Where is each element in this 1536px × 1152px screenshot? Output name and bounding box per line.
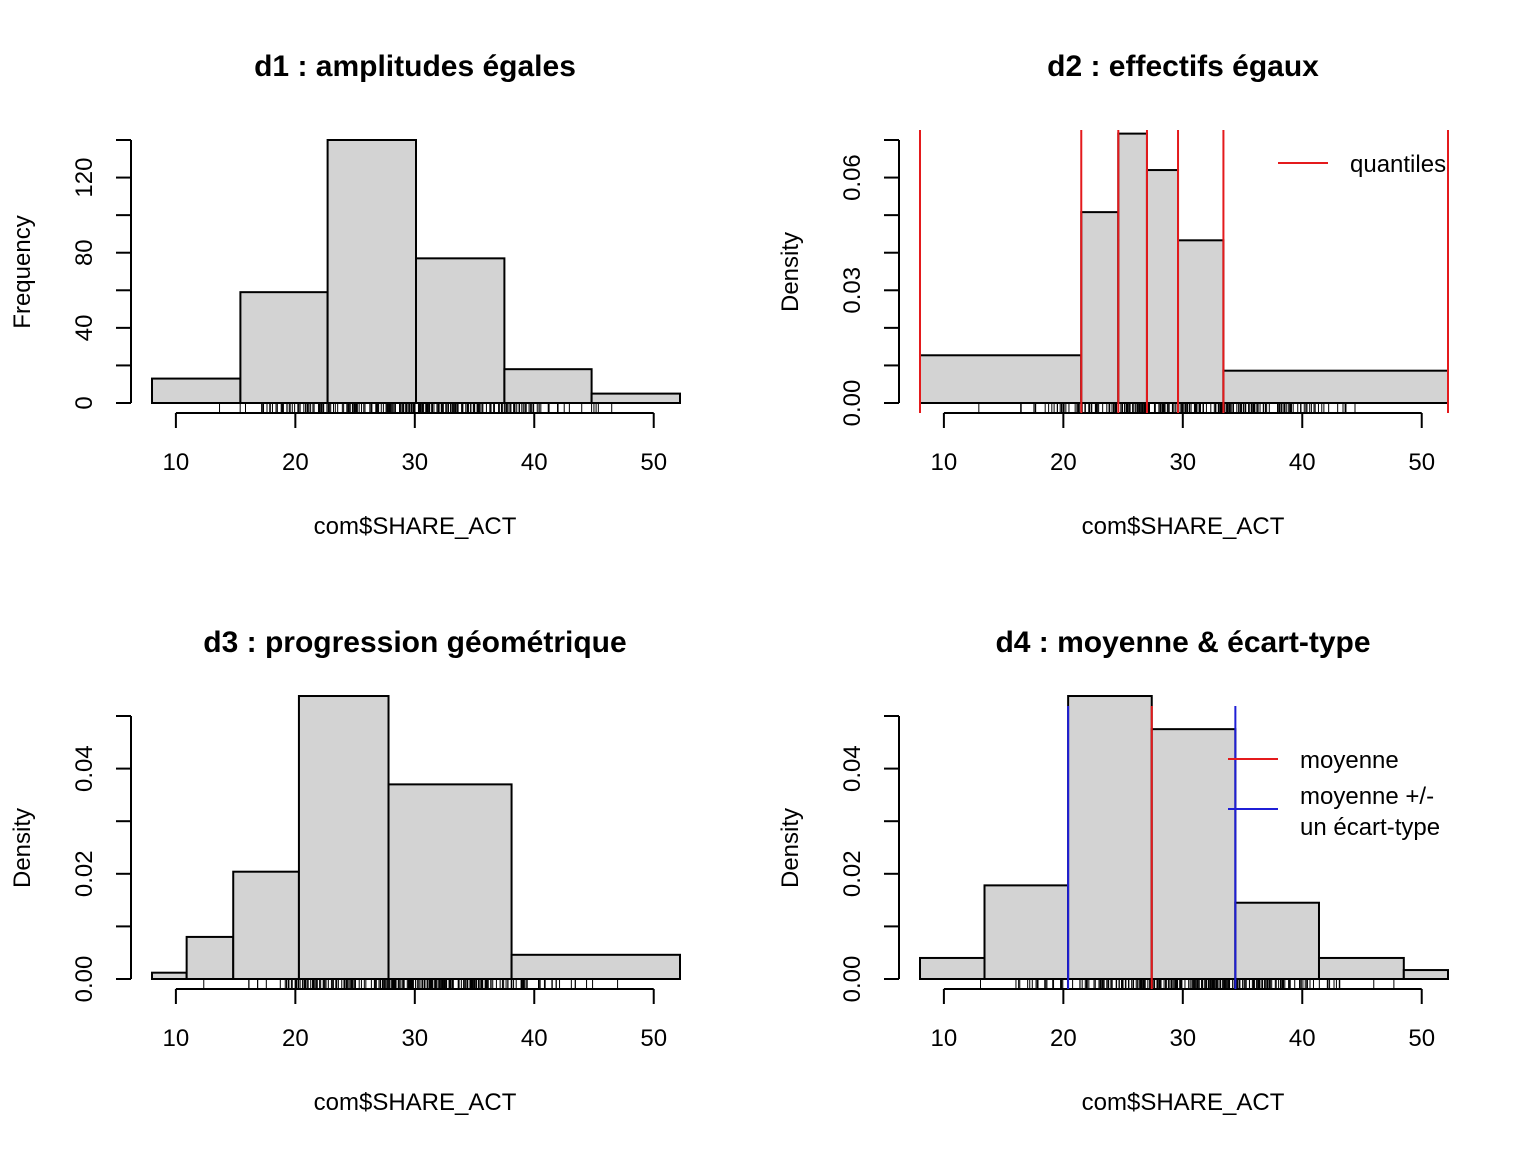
x-tick-label: 20 bbox=[1050, 1025, 1077, 1052]
chart-panel-d1: d1 : amplitudes égales 10 20 30 40 50 com$SHAR… bbox=[9, 50, 681, 540]
histogram-bar bbox=[297, 695, 390, 981]
histogram-bar bbox=[387, 783, 513, 980]
histogram-bar bbox=[1145, 169, 1180, 404]
x-tick-label: 50 bbox=[1408, 449, 1435, 476]
chart-panel-d2: d2 : effectifs égaux 10 20 30 40 50 com$SHARE_… bbox=[777, 50, 1449, 540]
histogram-bar bbox=[919, 354, 1083, 404]
histogram-bar bbox=[503, 368, 593, 404]
rug-marks bbox=[980, 979, 1395, 988]
x-tick-label: 20 bbox=[1050, 449, 1077, 476]
y-tick-label: 80 bbox=[71, 239, 98, 266]
y-tick-label: 0 bbox=[71, 396, 98, 409]
chart-title: d4 : moyenne & écart-type bbox=[995, 626, 1370, 659]
y-axis: 0.00 0.02 0.04 bbox=[71, 715, 132, 1003]
y-tick-label: 0.02 bbox=[839, 850, 866, 897]
y-axis-label: Density bbox=[777, 232, 804, 312]
x-tick-label: 10 bbox=[931, 1025, 958, 1052]
chart-panel-d4: d4 : moyenne & écart-type 10 20 30 40 50 com$S… bbox=[777, 626, 1449, 1116]
rug-marks bbox=[203, 979, 619, 988]
chart-title: d2 : effectifs égaux bbox=[1047, 50, 1319, 83]
legend-label: moyenne bbox=[1300, 747, 1399, 774]
legend-label: moyenne +/- bbox=[1300, 783, 1434, 810]
histogram-bar bbox=[1402, 969, 1449, 981]
histogram-bar bbox=[151, 971, 188, 980]
histogram-bar bbox=[1177, 239, 1225, 404]
histogram-bar bbox=[415, 257, 506, 404]
x-axis-label: com$SHARE_ACT bbox=[314, 1089, 517, 1116]
y-axis: 0.00 0.02 0.04 bbox=[839, 715, 900, 1003]
x-tick-label: 50 bbox=[1408, 1025, 1435, 1052]
chart-title: d3 : progression géométrique bbox=[203, 626, 626, 659]
x-tick-label: 10 bbox=[163, 449, 190, 476]
x-axis: 10 20 30 40 50 bbox=[163, 988, 667, 1052]
histogram-bar bbox=[1080, 211, 1120, 404]
x-axis: 10 20 30 40 50 bbox=[931, 988, 1435, 1052]
histogram-bar bbox=[919, 956, 986, 980]
y-tick-label: 0.00 bbox=[839, 380, 866, 427]
rug-marks bbox=[219, 403, 613, 412]
x-axis-label: com$SHARE_ACT bbox=[314, 513, 517, 540]
x-tick-label: 40 bbox=[521, 1025, 548, 1052]
histogram-bar bbox=[185, 935, 235, 981]
chart-title: d1 : amplitudes égales bbox=[254, 50, 576, 83]
x-tick-label: 40 bbox=[521, 449, 548, 476]
histogram-bar bbox=[239, 291, 329, 404]
x-tick-label: 50 bbox=[640, 1025, 667, 1052]
histogram-bar bbox=[1117, 132, 1148, 404]
histogram-bar bbox=[590, 392, 681, 405]
x-tick-label: 30 bbox=[401, 1025, 428, 1052]
x-axis-label: com$SHARE_ACT bbox=[1082, 1089, 1285, 1116]
histogram-bar bbox=[1222, 369, 1449, 404]
histogram-bar bbox=[1317, 956, 1405, 980]
x-tick-label: 40 bbox=[1289, 449, 1316, 476]
x-axis: 10 20 30 40 50 bbox=[163, 412, 667, 476]
x-axis: 10 20 30 40 50 bbox=[931, 412, 1435, 476]
x-tick-label: 10 bbox=[163, 1025, 190, 1052]
x-tick-label: 20 bbox=[282, 449, 309, 476]
legend: moyenne moyenne +/- un écart-type bbox=[1228, 747, 1440, 841]
x-tick-label: 40 bbox=[1289, 1025, 1316, 1052]
y-tick-label: 0.04 bbox=[71, 745, 98, 792]
legend-label: quantiles bbox=[1350, 151, 1446, 178]
histogram-bar bbox=[1150, 728, 1237, 980]
y-tick-label: 40 bbox=[71, 315, 98, 342]
histogram-bar bbox=[326, 139, 417, 404]
histogram-bar bbox=[510, 953, 681, 980]
x-tick-label: 50 bbox=[640, 449, 667, 476]
y-axis: 0.00 0.03 0.06 bbox=[839, 139, 900, 427]
y-tick-label: 0.03 bbox=[839, 267, 866, 314]
chart-panel-d3: d3 : progression géométrique 10 20 30 40 50 co… bbox=[9, 626, 681, 1116]
x-tick-label: 20 bbox=[282, 1025, 309, 1052]
legend-label: un écart-type bbox=[1300, 814, 1440, 841]
y-axis-label: Density bbox=[9, 808, 36, 888]
histogram-bar bbox=[983, 884, 1070, 981]
rug-marks bbox=[978, 403, 1356, 412]
histogram-bar bbox=[151, 377, 242, 405]
x-tick-label: 30 bbox=[401, 449, 428, 476]
legend: quantiles bbox=[1278, 151, 1446, 178]
y-axis-label: Frequency bbox=[9, 215, 36, 328]
x-tick-label: 10 bbox=[931, 449, 958, 476]
y-tick-label: 120 bbox=[71, 158, 98, 198]
x-tick-label: 30 bbox=[1169, 449, 1196, 476]
x-axis-label: com$SHARE_ACT bbox=[1082, 513, 1285, 540]
histogram-bar bbox=[1067, 695, 1153, 981]
y-tick-label: 0.06 bbox=[839, 154, 866, 201]
y-axis: 0 40 80 120 bbox=[71, 139, 132, 410]
y-tick-label: 0.02 bbox=[71, 850, 98, 897]
histogram-bar bbox=[232, 870, 300, 981]
x-tick-label: 30 bbox=[1169, 1025, 1196, 1052]
histogram-bar bbox=[1234, 901, 1320, 981]
y-axis-label: Density bbox=[777, 808, 804, 888]
y-tick-label: 0.00 bbox=[839, 956, 866, 1003]
y-tick-label: 0.00 bbox=[71, 956, 98, 1003]
y-tick-label: 0.04 bbox=[839, 745, 866, 792]
